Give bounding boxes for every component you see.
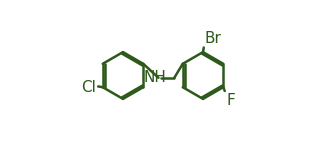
Text: F: F	[226, 93, 235, 108]
Text: Br: Br	[205, 31, 221, 46]
Text: NH: NH	[143, 70, 166, 85]
Text: Cl: Cl	[81, 80, 96, 95]
